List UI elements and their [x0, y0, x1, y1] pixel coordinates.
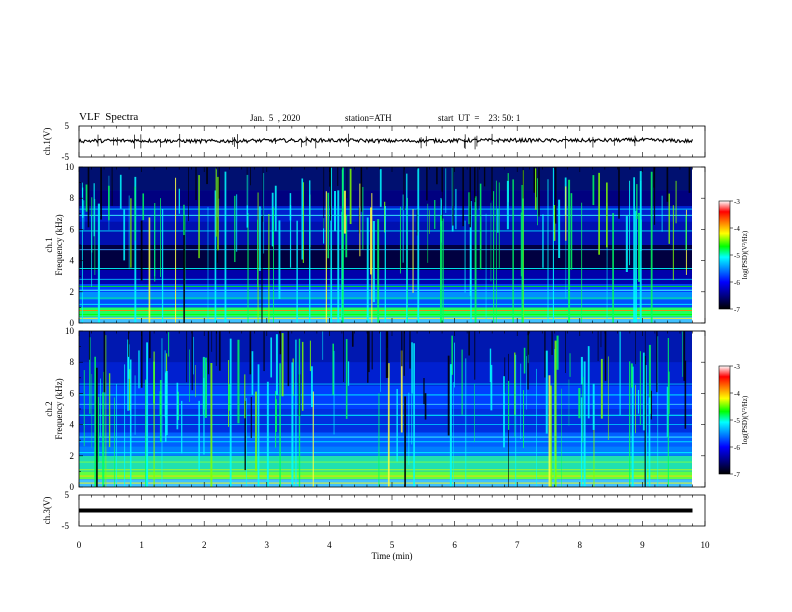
y-tick-label: 0: [70, 482, 75, 492]
x-axis-label: Time (min): [372, 551, 413, 561]
y-tick-label: 10: [65, 162, 75, 172]
frequency-band: [79, 385, 692, 409]
y-tick-label: -5: [62, 152, 70, 162]
colorbar-tick-label: -5: [734, 417, 740, 425]
y-tick-label: 2: [70, 287, 75, 297]
y-tick-label: 2: [70, 451, 75, 461]
colorbar-tick-label: -3: [734, 198, 740, 206]
y-tick-label: 6: [70, 388, 75, 398]
colorbar-tick-label: -7: [734, 471, 740, 479]
x-tick-label: 1: [139, 540, 144, 550]
x-tick-label: 2: [202, 540, 207, 550]
chart-title: VLF Spectra: [79, 111, 139, 123]
y-axis-label: Frequency (kHz): [54, 214, 64, 275]
x-tick-label: 4: [327, 540, 332, 550]
y-axis-label: ch.3(V): [42, 497, 52, 525]
frequency-band: [79, 362, 692, 386]
y-tick-label: 5: [65, 490, 70, 500]
y-tick-label: 10: [65, 326, 75, 336]
y-axis-label: ch.1: [44, 237, 54, 252]
y-tick-label: 6: [70, 224, 75, 234]
frequency-band: [79, 432, 692, 447]
y-axis-label: Frequency (kHz): [54, 378, 64, 439]
colorbar-tick-label: -3: [734, 363, 740, 371]
frequency-band: [79, 471, 692, 480]
y-axis-label: ch.2: [44, 401, 54, 416]
colorbar-tick-label: -4: [734, 225, 740, 233]
frequency-band: [79, 331, 692, 363]
colorbar-tick-label: -6: [734, 444, 740, 452]
y-tick-label: 4: [70, 420, 75, 430]
colorbar-tick-label: -7: [734, 306, 740, 314]
colorbar: [718, 200, 731, 310]
date-label: Jan. 5 , 2020: [250, 113, 301, 123]
colorbar: [718, 365, 731, 475]
start-time-label: start UT = 23: 50: 1: [438, 113, 521, 123]
colorbar-tick-label: -4: [734, 390, 740, 398]
frequency-band: [79, 455, 692, 472]
x-tick-label: 10: [701, 540, 711, 550]
y-axis-label: ch.1(V): [42, 128, 52, 156]
colorbar-label: log(PSD)(V²/Hz): [741, 230, 749, 279]
colorbar-tick-label: -6: [734, 279, 740, 287]
x-tick-label: 5: [390, 540, 395, 550]
x-tick-label: 7: [515, 540, 520, 550]
colorbar-label: log(PSD)(V²/Hz): [741, 395, 749, 444]
frequency-band: [79, 409, 692, 433]
colorbar-tick-label: -5: [734, 252, 740, 260]
y-tick-label: 4: [70, 256, 75, 266]
frequency-band: [79, 190, 692, 206]
y-tick-label: 8: [70, 193, 75, 203]
y-tick-label: -5: [62, 521, 70, 531]
frequency-band: [79, 167, 692, 191]
x-tick-label: 6: [452, 540, 457, 550]
x-tick-label: 9: [640, 540, 645, 550]
x-tick-label: 8: [578, 540, 583, 550]
x-tick-label: 3: [265, 540, 270, 550]
frequency-band: [79, 446, 692, 456]
ch1-waveform-trace: [78, 136, 693, 145]
y-tick-label: 8: [70, 357, 75, 367]
station-label: station=ATH: [345, 113, 392, 123]
y-tick-label: 5: [65, 121, 70, 131]
y-tick-label: 0: [70, 318, 75, 328]
x-tick-label: 0: [77, 540, 82, 550]
